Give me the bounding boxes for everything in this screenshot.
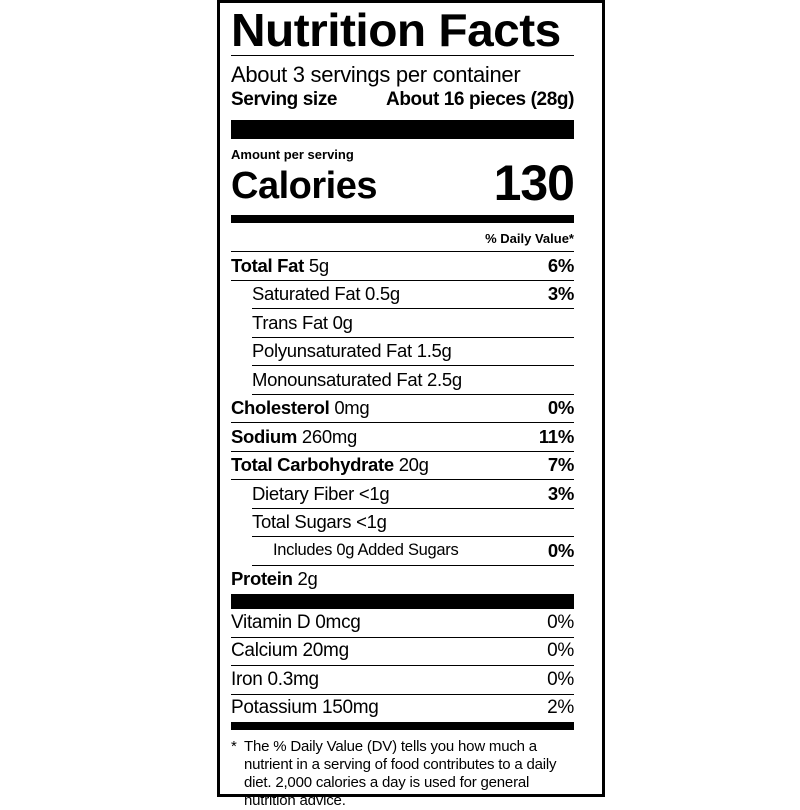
calories-value: 130	[493, 155, 575, 211]
nutrient-dv: 11%	[538, 425, 574, 447]
label-title: Nutrition Facts	[231, 4, 561, 56]
nutrient-name: Total Fat	[231, 254, 305, 276]
nutrient-amount: 0.5g	[365, 283, 400, 305]
nutrient-row-polyunsaturated-fat: Polyunsaturated Fat 1.5g	[252, 338, 574, 366]
nutrient-row-sodium: Sodium 260mg 11%	[231, 423, 574, 452]
nutrient-name: Total Sugars	[252, 511, 352, 533]
vitamin-dv: 0%	[547, 611, 574, 633]
nutrient-name: Includes 0g Added Sugars	[273, 541, 459, 560]
nutrient-row-trans-fat: Trans Fat 0g	[252, 309, 574, 338]
nutrient-name: Protein	[231, 568, 293, 590]
nutrient-amount: 0g	[332, 311, 353, 333]
vitamin-name: Vitamin D 0mcg	[231, 611, 361, 633]
nutrition-facts-label: Nutrition Facts About 3 servings per con…	[217, 0, 605, 809]
nutrient-dv: 6%	[547, 254, 574, 276]
thick-divider	[231, 594, 574, 609]
nutrient-dv: 0%	[547, 539, 574, 561]
nutrient-amount: 20g	[398, 454, 429, 476]
nutrient-row-added-sugars: Includes 0g Added Sugars 0%	[252, 537, 574, 566]
nutrient-amount: <1g	[358, 482, 390, 504]
serving-size: Serving size About 16 pieces (28g)	[231, 88, 574, 112]
nutrient-row-saturated-fat: Saturated Fat 0.5g 3%	[252, 281, 574, 309]
medium-divider	[231, 215, 574, 223]
nutrient-row-dietary-fiber: Dietary Fiber <1g 3%	[252, 480, 574, 509]
vitamin-row-vitamin-d: Vitamin D 0mcg 0%	[231, 609, 574, 638]
vitamin-dv: 0%	[547, 640, 574, 662]
footnote-text: The % Daily Value (DV) tells you how muc…	[244, 738, 557, 809]
nutrient-amount: 2g	[297, 568, 318, 590]
nutrient-name: Dietary Fiber	[252, 482, 354, 504]
nutrient-amount: <1g	[356, 511, 387, 533]
nutrient-name: Monounsaturated Fat	[252, 368, 423, 390]
footnote: * The % Daily Value (DV) tells you how m…	[231, 738, 574, 810]
vitamin-row-calcium: Calcium 20mg 0%	[231, 638, 574, 666]
nutrient-amount: 0mg	[334, 397, 370, 419]
vitamin-dv: 0%	[547, 668, 574, 690]
vitamin-name: Iron 0.3mg	[231, 668, 319, 690]
nutrient-amount: 260mg	[301, 425, 357, 447]
nutrient-row-total-carbohydrate: Total Carbohydrate 20g 7%	[231, 452, 574, 480]
nutrient-amount: 5g	[308, 254, 329, 276]
vitamin-row-potassium: Potassium 150mg 2%	[231, 695, 574, 723]
nutrient-name: Trans Fat	[252, 311, 328, 333]
nutrient-row-total-fat: Total Fat 5g 6%	[231, 252, 574, 281]
nutrient-name: Polyunsaturated Fat	[252, 340, 412, 362]
vitamin-dv: 2%	[547, 697, 574, 719]
serving-size-label: Serving size	[231, 89, 338, 110]
nutrient-amount: 1.5g	[416, 340, 452, 362]
calories-label: Calories	[231, 165, 377, 207]
vitamin-name: Potassium 150mg	[231, 697, 379, 719]
nutrient-amount: 2.5g	[427, 368, 462, 390]
amount-per-serving: Amount per serving	[231, 147, 354, 162]
nutrient-name: Sodium	[231, 425, 298, 447]
serving-size-value: About 16 pieces (28g)	[386, 89, 574, 110]
medium-divider	[231, 722, 574, 730]
nutrient-row-cholesterol: Cholesterol 0mg 0%	[231, 395, 574, 423]
nutrient-name: Saturated Fat	[252, 283, 361, 305]
servings-per-container: About 3 servings per container	[231, 62, 521, 87]
nutrient-name: Cholesterol	[231, 397, 330, 419]
daily-value-header: % Daily Value*	[231, 229, 574, 252]
nutrient-name: Total Carbohydrate	[231, 454, 394, 476]
nutrient-dv: 7%	[547, 454, 574, 476]
nutrient-row-protein: Protein 2g	[231, 566, 574, 594]
footnote-marker: *	[231, 738, 237, 755]
nutrient-dv: 3%	[547, 482, 574, 504]
vitamin-row-iron: Iron 0.3mg 0%	[231, 666, 574, 695]
thick-divider	[231, 120, 574, 139]
nutrient-row-monounsaturated-fat: Monounsaturated Fat 2.5g	[252, 366, 574, 395]
nutrient-dv: 3%	[547, 283, 574, 305]
divider	[231, 55, 574, 56]
calories-row: Calories 130	[231, 155, 575, 211]
nutrient-row-total-sugars: Total Sugars <1g	[252, 509, 574, 537]
nutrient-dv: 0%	[547, 397, 574, 419]
vitamin-name: Calcium 20mg	[231, 640, 349, 662]
